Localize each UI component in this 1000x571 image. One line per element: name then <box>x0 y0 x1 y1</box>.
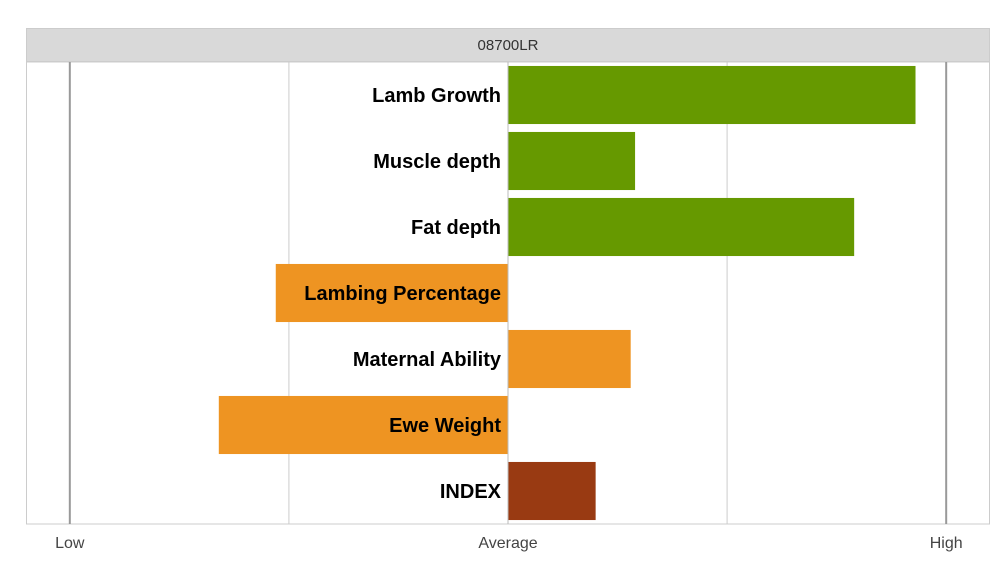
x-tick-label-0: Low <box>55 535 85 552</box>
bar-label-4: Maternal Ability <box>353 349 502 371</box>
bar-5 <box>218 395 509 455</box>
chart-title: 08700LR <box>26 28 990 62</box>
bar-0 <box>508 65 916 125</box>
bar-3 <box>275 263 508 323</box>
bar-label-3: Lambing Percentage <box>304 283 501 305</box>
bar-4 <box>508 329 631 389</box>
bar-1 <box>508 131 636 191</box>
bar-2 <box>508 197 855 257</box>
x-tick-label-1: Average <box>478 535 537 552</box>
bar-label-6: INDEX <box>440 481 502 503</box>
bar-label-2: Fat depth <box>411 217 501 239</box>
bar-6 <box>508 461 596 521</box>
x-tick-label-2: High <box>930 535 963 552</box>
bar-label-1: Muscle depth <box>373 151 501 173</box>
bar-label-5: Ewe Weight <box>389 415 501 437</box>
bar-label-0: Lamb Growth <box>372 85 501 107</box>
